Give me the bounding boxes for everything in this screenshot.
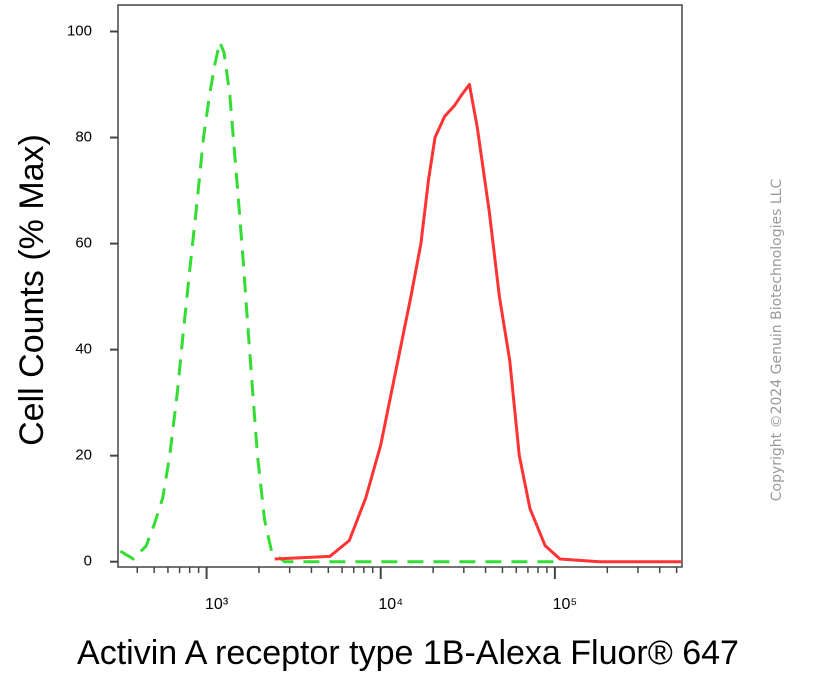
x-tick-label: 10⁴: [378, 596, 403, 613]
plot-frame: [117, 4, 683, 568]
watermark: Copyright ©2024 Genuin Biotechnologies L…: [769, 179, 785, 502]
y-axis-label: Cell Counts (% Max): [13, 134, 51, 446]
y-tick-label: 20: [75, 447, 92, 464]
x-tick-label: 10⁵: [553, 596, 577, 613]
series-line: [274, 83, 681, 564]
x-axis-label: Activin A receptor type 1B-Alexa Fluor® …: [77, 634, 739, 672]
y-tick-label: 0: [84, 553, 92, 570]
y-tick-label: 60: [75, 235, 92, 252]
y-tick-label: 100: [67, 22, 92, 39]
y-tick-label: 40: [75, 341, 92, 358]
y-tick-label: 80: [75, 129, 92, 146]
series-line: [119, 40, 555, 564]
x-tick-label: 10³: [205, 596, 229, 613]
